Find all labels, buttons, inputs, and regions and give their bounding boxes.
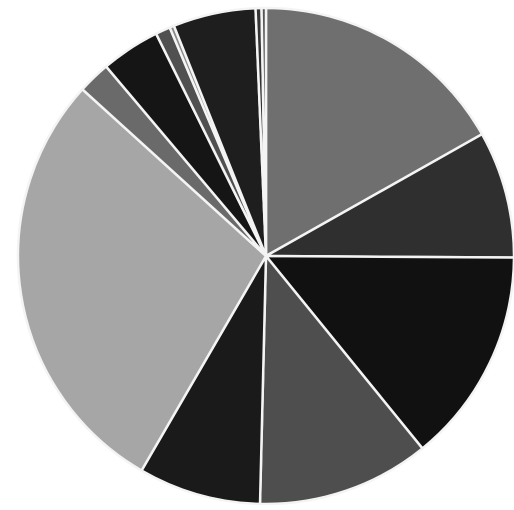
- pie-slice-1: [264, 6, 484, 258]
- pie-slices: [16, 6, 514, 506]
- pie-slice-13: [260, 6, 268, 258]
- pie-slice-6: [16, 88, 268, 472]
- pie-slice-5: [140, 254, 268, 506]
- pie-slice-4: [258, 254, 424, 506]
- pie-slice-3: [264, 254, 514, 450]
